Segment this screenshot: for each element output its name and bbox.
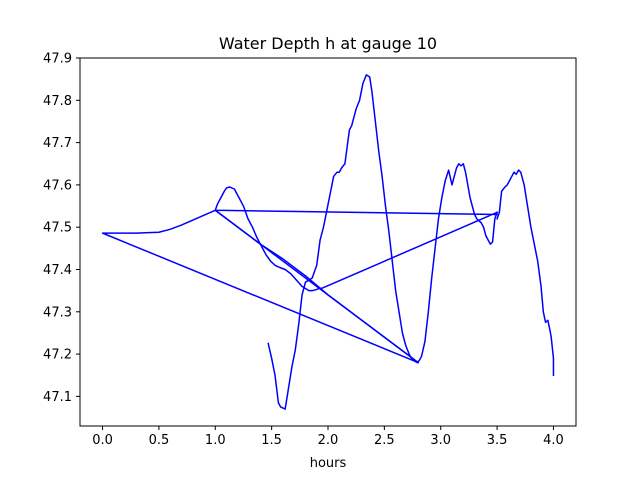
x-tick-label: 1.0: [205, 433, 226, 448]
x-tick-label: 4.0: [543, 433, 564, 448]
chart-title: Water Depth h at gauge 10: [219, 34, 437, 53]
x-tick-label: 2.0: [318, 433, 339, 448]
x-axis-label: hours: [310, 456, 347, 471]
x-tick-label: 0.0: [92, 433, 113, 448]
x-tick-label: 2.5: [374, 433, 395, 448]
x-tick-label: 0.5: [149, 433, 170, 448]
y-tick-label: 47.2: [43, 348, 72, 363]
y-axis-ticks: 47.1 47.2 47.3 47.4 47.5 47.6 47.7 47.8 47.9: [43, 52, 80, 405]
y-tick-label: 47.6: [43, 178, 72, 193]
y-tick-label: 47.5: [43, 221, 72, 236]
x-tick-label: 3.5: [487, 433, 508, 448]
y-tick-label: 47.7: [43, 136, 72, 151]
y-tick-label: 47.3: [43, 305, 72, 320]
x-axis-ticks: 0.0 0.5 1.0 1.5 2.0 2.5 3.0 3.5 4.0: [92, 426, 564, 448]
x-tick-label: 3.0: [430, 433, 451, 448]
y-tick-label: 47.8: [43, 94, 72, 109]
series-line-3: [101, 186, 499, 364]
series-line-2: [496, 169, 555, 376]
y-tick-label: 47.9: [43, 52, 72, 67]
x-tick-label: 1.5: [261, 433, 282, 448]
series-line-1: [267, 74, 499, 410]
plot-background: [80, 58, 576, 426]
y-tick-label: 47.1: [43, 390, 72, 405]
series-group: [101, 74, 555, 410]
y-tick-label: 47.4: [43, 263, 72, 278]
series-line-4: [214, 209, 420, 364]
plot-area: [80, 58, 576, 426]
